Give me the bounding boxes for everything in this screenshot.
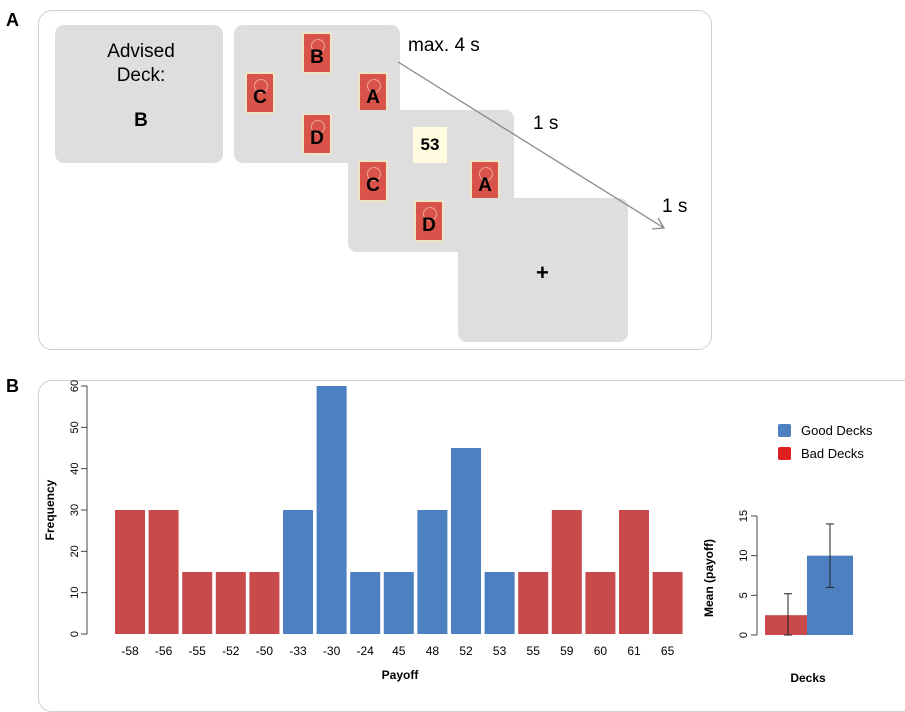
advice-screen [55, 25, 223, 163]
x-tick-label: -55 [189, 644, 207, 658]
histogram-bar-55 [518, 572, 549, 634]
x-tick-label: -24 [357, 644, 375, 658]
deck-letter: B [310, 47, 324, 68]
arrowhead-icon [651, 217, 666, 230]
x-tick-label: -56 [155, 644, 173, 658]
deck-card-c: C [358, 160, 388, 202]
y-tick-label: 5 [738, 592, 750, 598]
x-tick-label: -50 [256, 644, 274, 658]
x-tick-label: 48 [426, 644, 440, 658]
deck-card-c: C [245, 72, 275, 114]
x-tick-label: -30 [323, 644, 341, 658]
card-emblem-icon [254, 79, 268, 93]
y-tick-label: 15 [738, 510, 750, 522]
x-tick-label: 65 [661, 644, 675, 658]
histogram-bar--55 [182, 572, 213, 634]
legend-swatch-good [778, 424, 791, 437]
deck-letter: C [253, 87, 267, 108]
y-tick-label: 0 [69, 631, 81, 637]
x-tick-label: 61 [627, 644, 641, 658]
timing-choice: max. 4 s [408, 35, 480, 56]
histogram-bar--30 [316, 386, 347, 634]
deck-card-d: D [414, 200, 444, 242]
card-emblem-icon [311, 120, 325, 134]
card-emblem-icon [367, 79, 381, 93]
legend-swatch-bad [778, 447, 791, 460]
y-tick-label: 20 [69, 545, 81, 557]
legend-good: Good Decks [778, 423, 873, 438]
histogram-bar-65 [652, 572, 683, 634]
deck-card-a: A [358, 72, 388, 114]
x-tick-label: -52 [222, 644, 240, 658]
mean-payoff-chart: 0 5 10 15 Decks Mean (payoff) [702, 510, 853, 685]
histogram-bar--56 [148, 510, 179, 634]
x-tick-label: 60 [594, 644, 608, 658]
y-tick-label: 60 [69, 380, 81, 392]
card-emblem-icon [367, 167, 381, 181]
y-tick-label: 50 [69, 421, 81, 433]
deck-letter: D [310, 128, 324, 149]
y-tick-label: 0 [738, 632, 750, 638]
x-tick-label: -33 [289, 644, 307, 658]
histogram-bar--50 [249, 572, 280, 634]
feedback-value: 53 [413, 127, 447, 163]
panel-b-label: B [6, 376, 19, 396]
histogram-bar-48 [417, 510, 448, 634]
deck-letter: A [366, 87, 380, 108]
y-axis-title: Mean (payoff) [702, 539, 716, 617]
advised-title: Advised [107, 41, 175, 62]
timing-fixation: 1 s [662, 196, 688, 217]
histogram-bar--24 [350, 572, 381, 634]
y-tick-label: 40 [69, 463, 81, 475]
card-emblem-icon [479, 167, 493, 181]
histogram-bar--58 [115, 510, 145, 634]
advised-deck-letter: B [134, 110, 148, 131]
y-axis-title: Frequency [43, 479, 57, 540]
deck-card-b: B [302, 32, 332, 74]
deck-letter: C [366, 175, 380, 196]
payoff-histogram: -58 -56 -55 -52 -50 -33 -30 -24 45 48 52 53 55 59 60 61… [43, 380, 683, 682]
histogram-bar-61 [619, 510, 649, 634]
advised-title-line2: Deck: [116, 65, 166, 86]
y-tick-label: 10 [69, 587, 81, 599]
histogram-bar--33 [283, 510, 313, 634]
histogram-bar-53 [484, 572, 515, 634]
histogram-bar-60 [585, 572, 616, 634]
card-emblem-icon [423, 207, 437, 221]
deck-card-a: A [470, 160, 500, 202]
x-axis-title: Decks [790, 671, 826, 685]
x-tick-label: 55 [527, 644, 541, 658]
fixation-cross: + [536, 260, 549, 285]
deck-letter: D [422, 215, 436, 236]
deck-card-d: D [302, 113, 332, 155]
histogram-bar-45 [383, 572, 414, 634]
legend-label-good: Good Decks [801, 423, 873, 438]
timing-feedback: 1 s [533, 113, 559, 134]
histogram-bar--52 [215, 572, 246, 634]
y-tick-label: 30 [69, 504, 81, 516]
panel-a-label: A [6, 10, 19, 30]
x-tick-label: 59 [560, 644, 574, 658]
histogram-bar-59 [551, 510, 582, 634]
card-emblem-icon [311, 39, 325, 53]
y-tick-label: 10 [738, 550, 750, 562]
timeline-arrow [397, 61, 666, 230]
x-axis-title: Payoff [382, 668, 420, 682]
legend-label-bad: Bad Decks [801, 446, 864, 461]
deck-letter: A [478, 175, 492, 196]
x-tick-label: -58 [121, 644, 139, 658]
x-tick-label: 53 [493, 644, 507, 658]
timeline-line [397, 61, 665, 229]
x-tick-label: 45 [392, 644, 406, 658]
histogram-bar-52 [451, 448, 481, 634]
advised-label: Advised Deck: [55, 40, 227, 88]
x-tick-label: 52 [459, 644, 473, 658]
fixation-screen [458, 198, 628, 342]
legend-bad: Bad Decks [778, 446, 864, 461]
